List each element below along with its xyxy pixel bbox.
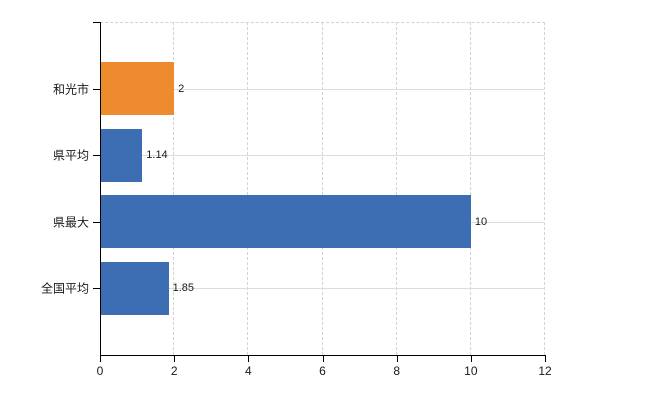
x-axis-tick [100, 356, 101, 362]
y-axis-line [100, 22, 101, 356]
bar-value-label: 10 [474, 215, 488, 228]
bar-value-label: 2 [178, 82, 185, 95]
y-axis-tick [93, 22, 100, 23]
bar-1 [101, 62, 175, 116]
category-label: 全国平均 [40, 281, 89, 296]
y-axis-tick [93, 288, 100, 290]
category-label: 県最大 [52, 215, 89, 230]
h-gridline [100, 288, 545, 290]
v-gridline [544, 22, 545, 355]
bar-2 [101, 128, 143, 182]
h-gridline [100, 88, 545, 90]
x-axis-tick-label: 4 [244, 364, 252, 378]
x-axis-tick [322, 356, 324, 362]
bar-value-label: 1.85 [172, 282, 195, 295]
x-axis-tick-label: 10 [464, 364, 478, 378]
x-axis-tick-label: 8 [393, 364, 400, 378]
x-axis-tick [396, 356, 398, 362]
x-axis-tick-label: 6 [319, 364, 326, 378]
x-axis-tick-label: 12 [538, 364, 552, 378]
bar-3 [101, 195, 471, 249]
category-label: 県平均 [52, 148, 89, 163]
v-gridline [173, 22, 175, 355]
x-axis-tick [174, 356, 176, 362]
x-axis-tick-label: 2 [170, 364, 178, 378]
y-axis-tick [93, 221, 100, 223]
v-gridline [395, 22, 397, 355]
category-label: 和光市 [52, 82, 89, 97]
x-axis-tick-label: 0 [96, 364, 104, 378]
y-axis-tick [93, 155, 100, 157]
v-gridline [321, 22, 323, 355]
h-gridline [100, 155, 545, 157]
x-axis-line [100, 355, 546, 356]
y-axis-tick [93, 88, 100, 90]
plot-top-border [100, 22, 545, 23]
v-gridline [247, 22, 249, 355]
v-gridline [469, 22, 471, 355]
bar-value-label: 1.14 [146, 149, 168, 162]
bar-4 [101, 261, 169, 315]
x-axis-tick [470, 356, 472, 362]
x-axis-tick [545, 356, 546, 362]
x-axis-tick [248, 356, 250, 362]
